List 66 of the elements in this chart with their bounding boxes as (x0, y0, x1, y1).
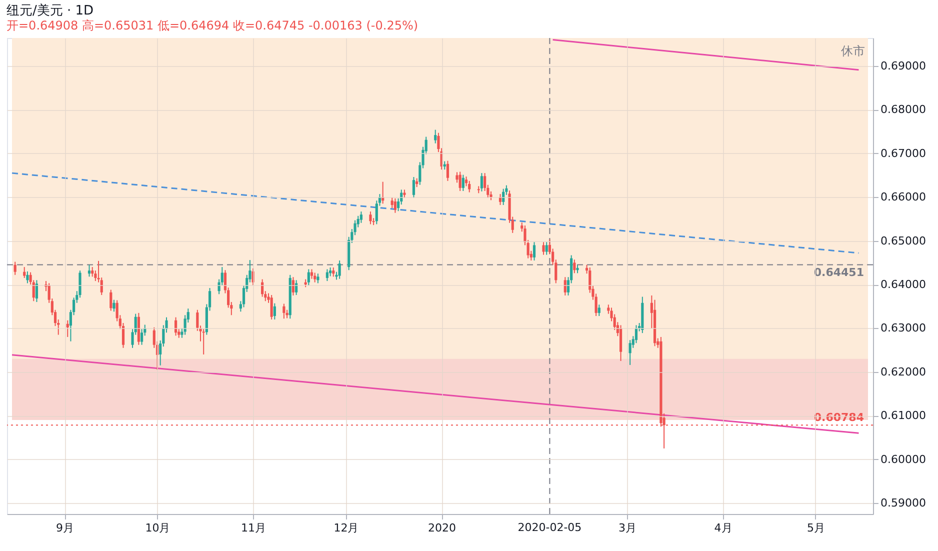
candlestick (91, 266, 94, 278)
x-tick-label: 5月 (806, 522, 825, 534)
candlestick (564, 276, 566, 296)
candlestick (369, 211, 372, 225)
y-tick-label: 0.61000 (880, 409, 926, 422)
candlestick (292, 276, 295, 296)
candlestick (66, 320, 69, 338)
candlestick (619, 324, 622, 362)
candlestick (282, 303, 286, 320)
y-tick-label: 0.66000 (880, 190, 926, 204)
annotation: 休市 (841, 44, 865, 58)
candlestick (326, 268, 329, 282)
ref-line-label: 0.64451 (814, 266, 864, 279)
candlestick (140, 328, 144, 346)
candlestick (307, 268, 310, 286)
candlestick (273, 302, 276, 320)
y-tick-label: 0.63000 (880, 322, 926, 335)
candlestick (545, 242, 548, 256)
candlestick (412, 176, 416, 198)
candlestick (110, 289, 112, 312)
candlestick (458, 171, 462, 192)
candlestick (446, 160, 450, 182)
candlestick (434, 129, 437, 144)
candlestick (573, 259, 576, 274)
y-tick-label: 0.60000 (880, 452, 926, 466)
candlestick (88, 264, 91, 278)
candlestick (628, 340, 632, 366)
x-tick-label: 2020 (428, 522, 456, 534)
candlestick (390, 197, 394, 209)
candlestick (480, 172, 484, 192)
chart-title: 纽元/美元 · 1D (6, 2, 94, 18)
candlestick (26, 270, 29, 284)
ref-line-label: 0.60784 (814, 411, 864, 424)
x-tick-label: 4月 (714, 522, 732, 534)
x-tick-label: 10月 (145, 522, 170, 534)
candlestick (468, 180, 471, 193)
candlestick (35, 280, 38, 303)
candlestick (14, 261, 16, 276)
candlestick (598, 304, 600, 316)
chart-subtitle: 开=0.64908 高=0.65031 低=0.64694 收=0.64745 -0.00163 (-0.25%) (6, 18, 418, 32)
candlestick (310, 268, 314, 280)
candlestick (394, 198, 396, 214)
y-tick-label: 0.59000 (880, 496, 926, 510)
candlestick (332, 266, 335, 278)
candlestick (462, 174, 464, 192)
y-tick-label: 0.62000 (880, 365, 926, 378)
y-tick-label: 0.68000 (880, 103, 926, 116)
candlestick (316, 273, 320, 284)
candlestick (314, 272, 316, 283)
candlestick (532, 242, 536, 261)
y-tick-label: 0.67000 (880, 146, 926, 160)
candlestick (542, 242, 545, 256)
candlestick (338, 260, 341, 280)
candlestick (270, 294, 273, 320)
ref-line-label: 2020-02-05 (518, 521, 582, 534)
candlestick (202, 328, 205, 355)
y-tick-label: 0.69000 (880, 59, 926, 72)
x-tick-label: 3月 (618, 522, 636, 534)
x-tick-label: 12月 (334, 522, 359, 534)
candlestick (360, 211, 362, 224)
y-tick-label: 0.64000 (880, 278, 926, 292)
x-tick-label: 9月 (56, 522, 74, 534)
candlestick (112, 299, 116, 312)
candlestick (23, 266, 26, 278)
x-tick-label: 11月 (241, 522, 266, 534)
y-tick-label: 0.65000 (880, 234, 926, 248)
